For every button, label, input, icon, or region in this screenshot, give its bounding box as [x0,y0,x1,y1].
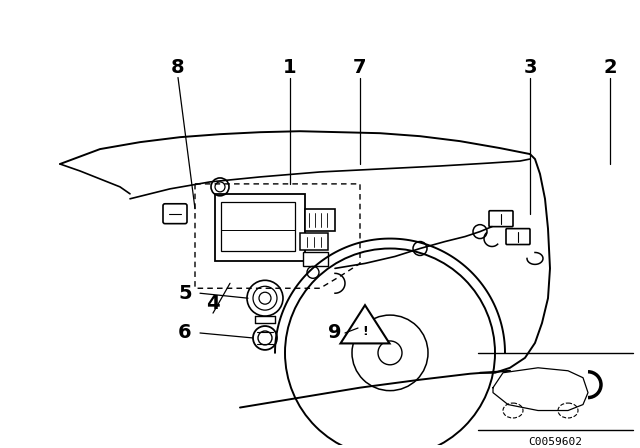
Text: 8: 8 [171,58,185,77]
Polygon shape [340,305,390,344]
Text: 2: 2 [603,58,617,77]
Bar [305,209,335,231]
Text: 1: 1 [283,58,297,77]
Bar [300,233,328,250]
FancyBboxPatch shape [163,204,187,224]
FancyBboxPatch shape [506,228,530,245]
Bar [303,253,328,267]
Text: 6: 6 [178,323,192,342]
FancyBboxPatch shape [489,211,513,227]
Text: C0059602: C0059602 [528,437,582,448]
Text: 4: 4 [206,294,220,313]
Text: 9: 9 [328,323,342,342]
Text: 5: 5 [178,284,192,303]
Text: !: ! [362,326,368,339]
Bar [215,194,305,262]
Bar [221,202,295,251]
Text: 3: 3 [524,58,537,77]
Text: 7: 7 [353,58,367,77]
